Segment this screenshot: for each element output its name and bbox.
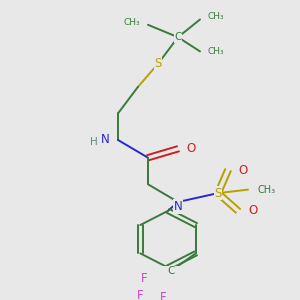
Text: C: C: [167, 266, 174, 276]
Text: F: F: [159, 291, 166, 300]
Text: O: O: [238, 164, 247, 177]
Text: O: O: [248, 204, 257, 218]
Text: O: O: [186, 142, 195, 155]
Text: H: H: [90, 137, 98, 147]
Text: N: N: [174, 200, 182, 213]
Text: S: S: [154, 57, 162, 70]
Text: F: F: [141, 272, 148, 285]
Text: CH₃: CH₃: [258, 184, 276, 195]
Text: N: N: [101, 134, 110, 146]
Text: S: S: [214, 187, 222, 200]
Text: CH₃: CH₃: [208, 47, 225, 56]
Text: CH₃: CH₃: [208, 12, 225, 21]
Text: CH₃: CH₃: [123, 18, 140, 27]
Text: F: F: [137, 289, 144, 300]
Text: C: C: [174, 32, 182, 42]
